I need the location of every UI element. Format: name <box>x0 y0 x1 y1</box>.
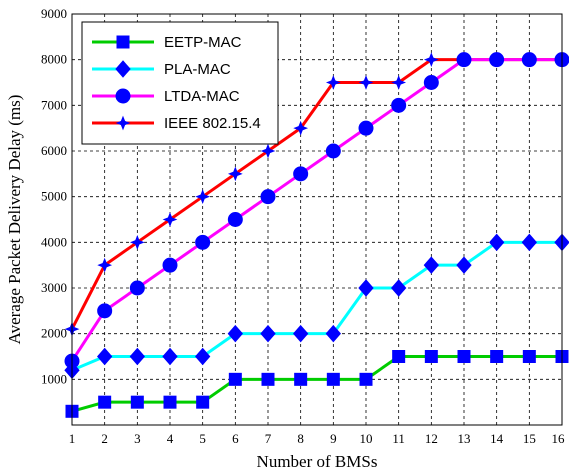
x-tick-label: 1 <box>69 431 76 446</box>
data-point <box>423 75 439 90</box>
legend-label: LTDA-MAC <box>164 88 240 105</box>
legend-marker <box>116 35 130 49</box>
data-point <box>129 234 145 250</box>
data-point <box>162 212 178 227</box>
x-tick-label: 8 <box>297 431 304 446</box>
data-point <box>227 212 243 227</box>
data-point <box>424 350 438 363</box>
series-line <box>71 240 562 372</box>
x-tick-label: 15 <box>523 431 536 446</box>
legend-label: EETP-MAC <box>164 34 242 51</box>
y-tick-label: 6000 <box>41 143 67 158</box>
data-point <box>228 372 242 386</box>
data-point <box>162 347 178 366</box>
x-tick-label: 6 <box>232 431 239 446</box>
data-point <box>391 75 407 90</box>
data-point <box>293 324 309 343</box>
data-point <box>391 279 407 297</box>
x-tick-label: 7 <box>265 431 272 446</box>
y-tick-label: 1000 <box>41 371 67 386</box>
data-point <box>325 324 341 343</box>
data-point <box>490 350 504 363</box>
data-point <box>260 324 276 343</box>
data-point <box>260 189 276 205</box>
data-point <box>326 372 340 386</box>
x-axis-label: Number of BMSs <box>257 452 378 471</box>
data-point <box>130 395 144 409</box>
series-layer <box>64 52 569 418</box>
x-tick-label: 3 <box>134 431 141 446</box>
data-point <box>489 52 505 68</box>
data-point <box>325 143 341 159</box>
legend-marker <box>115 88 131 104</box>
y-tick-label: 2000 <box>41 326 67 341</box>
data-point <box>359 372 373 386</box>
data-point <box>521 233 537 252</box>
data-point <box>195 347 211 366</box>
data-point <box>392 350 406 363</box>
legend-label: PLA-MAC <box>164 61 231 78</box>
data-point <box>521 52 537 68</box>
y-tick-label: 4000 <box>41 234 67 249</box>
data-point <box>423 52 439 68</box>
x-tick-label: 12 <box>425 431 438 446</box>
x-tick-label: 13 <box>458 431 471 446</box>
plot-frame <box>71 13 563 426</box>
data-point <box>358 279 374 297</box>
data-point <box>195 189 211 205</box>
data-point <box>196 395 210 409</box>
legend-marker <box>115 60 131 78</box>
data-point <box>97 257 113 273</box>
data-point <box>260 143 276 159</box>
data-point <box>97 347 113 366</box>
x-tick-label: 11 <box>392 431 405 446</box>
y-tick-label: 5000 <box>41 189 67 204</box>
data-point <box>163 395 177 409</box>
legend-label: IEEE 802.15.4 <box>164 115 261 132</box>
x-tick-label: 4 <box>167 431 174 446</box>
data-point <box>456 52 472 68</box>
data-point <box>358 120 374 136</box>
data-point <box>522 350 536 363</box>
y-axis-label: Average Packet Delivery Delay (ms) <box>5 95 24 345</box>
data-point <box>456 256 472 274</box>
x-axis-ticks: 1 2 3 4 5 6 7 8 9 10 11 12 13 14 15 16 <box>69 431 565 446</box>
data-point <box>391 97 407 113</box>
legend: EETP-MAC PLA-MAC LTDA-MAC IEEE 802.15.4 <box>81 21 279 145</box>
legend-marker <box>115 115 131 131</box>
data-point <box>489 233 505 252</box>
data-point <box>261 372 275 386</box>
y-tick-label: 9000 <box>41 6 67 21</box>
x-tick-label: 5 <box>199 431 206 446</box>
y-tick-label: 3000 <box>41 280 67 295</box>
data-point <box>97 303 113 319</box>
series-line <box>70 58 562 362</box>
x-tick-label: 16 <box>552 431 566 446</box>
series-line <box>71 355 562 413</box>
data-point <box>293 120 309 136</box>
data-point <box>129 347 145 366</box>
y-axis-ticks: 1000 2000 3000 4000 5000 6000 7000 8000 9000 <box>41 6 67 386</box>
y-tick-label: 8000 <box>41 52 67 67</box>
y-tick-label: 7000 <box>41 97 67 112</box>
data-point <box>162 257 178 273</box>
x-tick-label: 14 <box>490 431 504 446</box>
x-tick-label: 2 <box>101 431 108 446</box>
data-point <box>423 256 439 274</box>
data-point <box>294 372 308 386</box>
x-tick-label: 9 <box>330 431 337 446</box>
data-point <box>325 75 341 90</box>
data-point <box>358 75 374 90</box>
data-point <box>129 280 145 296</box>
data-point <box>457 350 471 363</box>
data-point <box>98 395 112 409</box>
data-point <box>195 234 211 250</box>
series-ltda-mac <box>64 52 569 369</box>
data-point <box>293 166 309 182</box>
series-pla-mac <box>64 233 569 379</box>
x-tick-label: 10 <box>360 431 373 446</box>
data-point <box>227 166 243 182</box>
data-point <box>227 324 243 343</box>
